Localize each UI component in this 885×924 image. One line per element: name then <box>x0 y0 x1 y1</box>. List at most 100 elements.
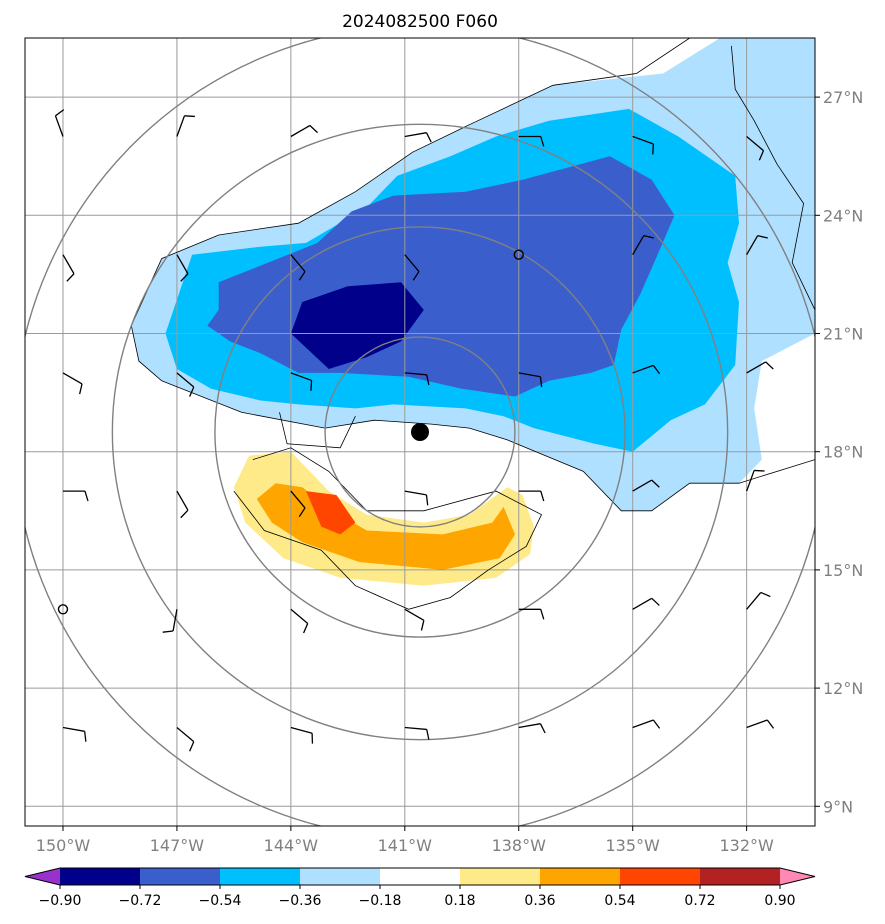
wind-barb <box>62 490 89 502</box>
barb-flag <box>426 729 430 740</box>
barb-shaft <box>404 490 427 496</box>
y-tick-label: 12°N <box>823 679 863 698</box>
colorbar-tick-label: −0.90 <box>39 893 82 909</box>
colorbar-tick-label: 0.18 <box>444 893 475 909</box>
barb-shaft <box>290 124 311 138</box>
barb-flag <box>540 136 545 147</box>
barb-flag <box>162 630 174 633</box>
wind-barb <box>632 719 661 729</box>
barb-shaft <box>746 470 755 492</box>
colorbar-swatch <box>380 868 461 885</box>
map-layer <box>25 38 815 826</box>
calm-wind-mark <box>57 604 69 615</box>
wind-barb <box>54 109 65 137</box>
colorbar-tick-label: −0.54 <box>199 893 242 909</box>
barb-shaft <box>54 115 64 137</box>
barb-flag <box>652 364 661 375</box>
barb-flag <box>651 479 660 488</box>
wind-barb <box>404 608 425 631</box>
barb-flag <box>184 115 195 118</box>
wind-barb <box>162 609 178 633</box>
filled-contour <box>290 282 424 369</box>
barb-shaft <box>746 136 764 152</box>
x-tick-label: 135°W <box>606 836 661 855</box>
wind-barb <box>518 723 546 734</box>
barb-flag <box>78 383 83 395</box>
barb-shaft <box>176 254 189 275</box>
x-tick-label: 150°W <box>36 836 91 855</box>
y-tick-label: 24°N <box>823 206 863 225</box>
barb-flag <box>425 132 432 143</box>
wind-barb <box>746 235 768 256</box>
wind-barb <box>290 608 309 634</box>
wind-barb <box>632 135 655 155</box>
barb-shaft <box>746 592 762 610</box>
barb-flag <box>758 150 765 161</box>
barb-shaft <box>172 609 178 632</box>
colorbar-tick-label: 0.72 <box>684 893 715 909</box>
colorbar-extend-high <box>780 868 815 885</box>
wind-barb <box>746 136 765 161</box>
y-tick-label: 15°N <box>823 561 863 580</box>
barb-shaft <box>62 372 83 385</box>
barb-flag <box>757 235 768 239</box>
wind-barb <box>404 132 432 143</box>
barb-shaft <box>290 372 312 382</box>
wind-barb <box>176 115 195 137</box>
wind-barb <box>632 597 660 610</box>
barb-flag <box>540 609 545 620</box>
colorbar-swatch <box>700 868 781 885</box>
y-tick-label: 9°N <box>823 797 853 816</box>
barb-shaft <box>404 372 427 376</box>
y-tick-label: 18°N <box>823 443 863 462</box>
barb-flag <box>298 507 306 518</box>
barb-flag <box>412 271 420 281</box>
wind-barb <box>290 254 306 281</box>
barb-flag <box>180 509 189 519</box>
colorbar-tick-label: −0.36 <box>279 893 322 909</box>
barb-shaft <box>176 372 195 388</box>
wind-barb <box>632 235 655 256</box>
range-ring <box>214 226 626 638</box>
barb-shaft <box>518 723 541 729</box>
colorbar-extend-low <box>25 868 60 885</box>
colorbar-tick-label: 0.36 <box>524 893 555 909</box>
barb-flag <box>310 380 313 391</box>
range-ring <box>111 123 729 741</box>
storm-center-marker <box>411 423 429 441</box>
barb-shaft <box>518 372 541 378</box>
wind-barb <box>518 490 545 502</box>
barb-flag <box>84 490 89 502</box>
barb-flag <box>189 741 195 752</box>
wind-barb <box>404 372 430 386</box>
barb-shaft <box>632 364 654 374</box>
barb-flag <box>302 623 309 634</box>
barb-flag <box>760 591 771 598</box>
barb-shaft <box>746 361 767 374</box>
barb-flag <box>765 361 774 370</box>
barb-flag <box>651 597 660 606</box>
barb-shaft <box>404 608 425 621</box>
barb-shaft <box>746 235 759 256</box>
plot-frame <box>24 37 816 827</box>
barb-flag <box>420 620 425 631</box>
wind-barb <box>518 372 543 388</box>
colorbar-swatch <box>220 868 301 885</box>
barb-flag <box>766 719 775 729</box>
barb-flag <box>66 273 75 282</box>
colorbar-swatch <box>540 868 621 885</box>
barb-shaft <box>176 727 195 743</box>
barb-shaft <box>176 115 186 137</box>
contour-line <box>130 325 815 512</box>
barb-shaft <box>290 608 309 624</box>
wind-barb <box>176 372 195 397</box>
wind-barb <box>290 372 313 391</box>
barb-shaft <box>632 135 654 145</box>
wind-barb <box>632 364 661 375</box>
barb-flag <box>652 719 661 729</box>
barb-flag <box>425 494 429 506</box>
wind-barb <box>290 490 306 518</box>
wind-barb <box>746 361 774 374</box>
wind-barb <box>746 591 771 610</box>
barb-flag <box>539 723 546 734</box>
